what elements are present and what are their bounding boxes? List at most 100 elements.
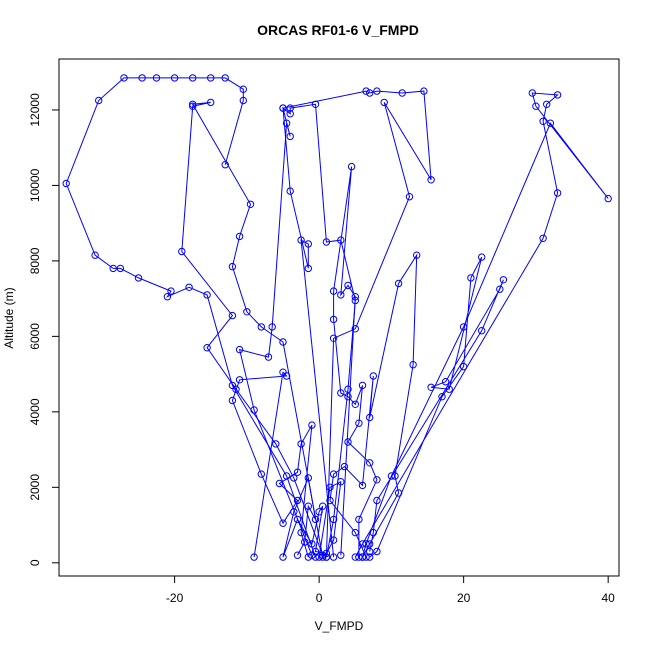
data-point bbox=[496, 285, 504, 293]
data-point bbox=[329, 287, 338, 295]
x-tick-label: 20 bbox=[457, 591, 471, 605]
series-8 bbox=[351, 89, 612, 561]
data-point bbox=[311, 515, 320, 524]
data-point bbox=[337, 389, 345, 397]
data-point bbox=[499, 276, 508, 284]
data-point bbox=[293, 551, 302, 559]
series-4 bbox=[279, 87, 435, 561]
chart-title: ORCAS RF01-6 V_FMPD bbox=[257, 22, 419, 38]
data-point bbox=[528, 89, 536, 97]
data-point bbox=[329, 536, 338, 544]
data-point bbox=[235, 376, 244, 384]
data-point bbox=[163, 293, 172, 301]
data-point bbox=[329, 315, 338, 324]
data-point bbox=[178, 247, 186, 256]
data-point bbox=[337, 478, 345, 486]
data-point bbox=[311, 553, 320, 561]
data-point bbox=[297, 528, 305, 537]
data-point bbox=[373, 476, 381, 484]
y-tick-label: 10000 bbox=[28, 168, 42, 202]
series-10 bbox=[279, 474, 345, 561]
data-point bbox=[286, 110, 294, 118]
data-point bbox=[478, 253, 486, 261]
data-point bbox=[189, 74, 197, 82]
data-point bbox=[322, 238, 331, 246]
data-point bbox=[246, 200, 255, 209]
data-point bbox=[185, 283, 193, 291]
data-point bbox=[250, 406, 258, 414]
data-point bbox=[257, 323, 265, 331]
data-point bbox=[467, 274, 475, 282]
data-point bbox=[228, 311, 237, 320]
data-point bbox=[322, 549, 331, 558]
data-point bbox=[235, 232, 244, 241]
data-point bbox=[344, 438, 352, 446]
data-point bbox=[329, 553, 338, 561]
data-point bbox=[405, 193, 414, 201]
data-point bbox=[304, 264, 312, 273]
series-line bbox=[333, 166, 378, 558]
data-point bbox=[62, 179, 70, 188]
series-line bbox=[282, 476, 342, 558]
data-point bbox=[369, 372, 377, 380]
data-point bbox=[329, 334, 338, 342]
data-point bbox=[344, 385, 352, 393]
data-point bbox=[604, 194, 612, 203]
data-point bbox=[553, 91, 562, 99]
series-2 bbox=[178, 98, 327, 561]
data-point bbox=[315, 553, 323, 561]
x-axis-label: V_FMPD bbox=[315, 619, 364, 633]
data-point bbox=[282, 372, 291, 380]
data-point bbox=[95, 96, 103, 105]
data-point bbox=[308, 421, 316, 429]
data-point bbox=[351, 528, 359, 537]
data-point bbox=[532, 102, 540, 110]
data-point bbox=[373, 547, 381, 556]
data-point bbox=[329, 470, 338, 478]
series-line bbox=[354, 92, 609, 558]
data-point bbox=[91, 251, 99, 259]
data-point bbox=[351, 293, 359, 301]
data-point bbox=[337, 551, 345, 559]
data-point bbox=[380, 98, 388, 107]
series-line bbox=[369, 256, 504, 558]
data-point bbox=[304, 240, 312, 248]
x-tick-label: -20 bbox=[166, 591, 184, 605]
data-point bbox=[553, 189, 562, 197]
data-point bbox=[167, 287, 175, 295]
data-point bbox=[152, 74, 161, 82]
series-3 bbox=[235, 100, 359, 561]
data-point bbox=[286, 132, 294, 141]
data-point bbox=[459, 323, 468, 331]
data-point bbox=[257, 470, 265, 478]
data-point bbox=[308, 540, 316, 548]
data-point bbox=[366, 553, 374, 561]
data-point bbox=[546, 119, 555, 127]
data-point bbox=[109, 264, 117, 273]
data-point bbox=[293, 468, 302, 476]
data-point bbox=[373, 496, 381, 505]
data-point bbox=[438, 393, 446, 401]
data-point bbox=[250, 553, 258, 561]
data-point bbox=[228, 262, 237, 271]
data-point bbox=[282, 119, 291, 127]
data-point bbox=[232, 385, 240, 393]
data-point bbox=[373, 87, 381, 95]
data-point bbox=[441, 378, 450, 386]
data-point bbox=[347, 162, 356, 171]
data-point bbox=[297, 236, 305, 244]
data-point bbox=[304, 553, 312, 561]
y-tick-label: 8000 bbox=[28, 247, 42, 274]
data-point bbox=[170, 74, 179, 82]
data-point bbox=[344, 281, 352, 290]
data-point bbox=[279, 338, 287, 346]
x-tick-label: 40 bbox=[601, 591, 615, 605]
data-point bbox=[301, 538, 309, 546]
data-point bbox=[366, 413, 374, 422]
plot-area bbox=[62, 74, 612, 561]
data-point bbox=[286, 187, 294, 195]
y-tick-label: 4000 bbox=[28, 398, 42, 425]
data-point bbox=[272, 440, 280, 448]
data-point bbox=[420, 87, 428, 95]
